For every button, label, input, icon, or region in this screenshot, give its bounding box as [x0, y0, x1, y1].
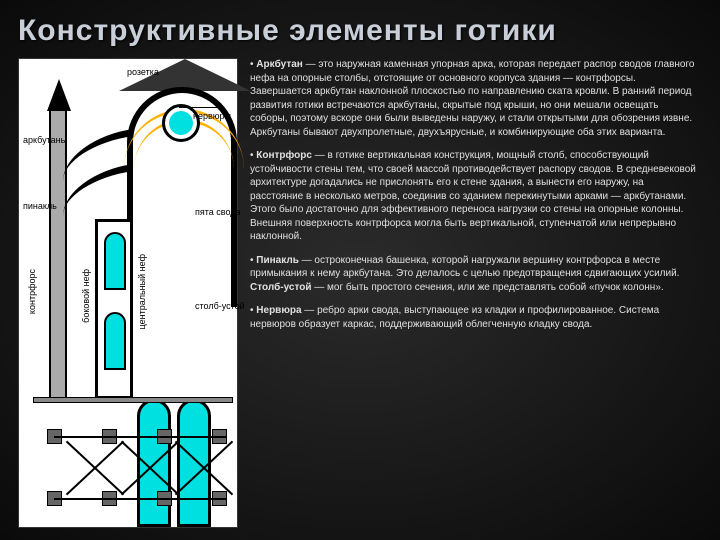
- label-side-nave-v: боковой неф: [81, 269, 91, 323]
- slide-title: Конструктивные элементы готики: [18, 14, 702, 48]
- term-text: — остроконечная башенка, которой нагружа…: [250, 255, 679, 280]
- text-column: • Аркбутан — это наружная каменная упорн…: [250, 58, 702, 528]
- label-buttress-v: контрфорс: [27, 269, 37, 314]
- slide: Конструктивные элементы готики розетка: [0, 0, 720, 540]
- side-window-2: [104, 312, 126, 370]
- label-nervures: нервюры: [193, 111, 231, 121]
- label-pier-buttress-1: столб-устой: [195, 301, 245, 311]
- term-text: — мог быть простого сечения, или же пред…: [311, 282, 663, 293]
- label-rosette: розетка: [127, 67, 159, 77]
- gothic-diagram: розетка нервюры аркбутаны пинакль пята с…: [18, 58, 238, 528]
- rosette: [162, 104, 200, 142]
- term-text: — ребро арки свода, выступающее из кладк…: [250, 305, 659, 330]
- term-text: — в готике вертикальная конструкция, мощ…: [250, 150, 696, 242]
- label-arch-springer-1: пята свода: [195, 207, 241, 217]
- para-arkbutan: • Аркбутан — это наружная каменная упорн…: [250, 58, 696, 139]
- pinnacle-shape: [47, 79, 71, 111]
- plan-beam: [54, 498, 226, 500]
- term: Пинакль: [256, 255, 299, 266]
- term-text: — это наружная каменная упорная арка, ко…: [250, 59, 694, 138]
- term: Контрфорс: [256, 150, 312, 161]
- content-row: розетка нервюры аркбутаны пинакль пята с…: [18, 58, 702, 528]
- term: Нервюра: [256, 305, 301, 316]
- label-central-nave-v: центральный неф: [137, 254, 147, 329]
- lead-rosette: [179, 107, 219, 108]
- plan-view: [27, 419, 229, 519]
- ground-slab: [33, 397, 233, 403]
- plan-beam: [54, 436, 226, 438]
- label-pinnacle: пинакль: [23, 201, 57, 211]
- label-flying-buttresses: аркбутаны: [23, 135, 67, 145]
- term: Столб-устой: [250, 282, 311, 293]
- term: Аркбутан: [256, 59, 303, 70]
- side-window-1: [104, 232, 126, 290]
- para-nervyura: • Нервюра — ребро арки свода, выступающе…: [250, 304, 696, 331]
- buttress: [49, 109, 67, 399]
- para-pinakl: • Пинакль — остроконечная башенка, котор…: [250, 254, 696, 295]
- para-kontrfors: • Контрфорс — в готике вертикальная конс…: [250, 149, 696, 244]
- side-nave: [95, 219, 133, 399]
